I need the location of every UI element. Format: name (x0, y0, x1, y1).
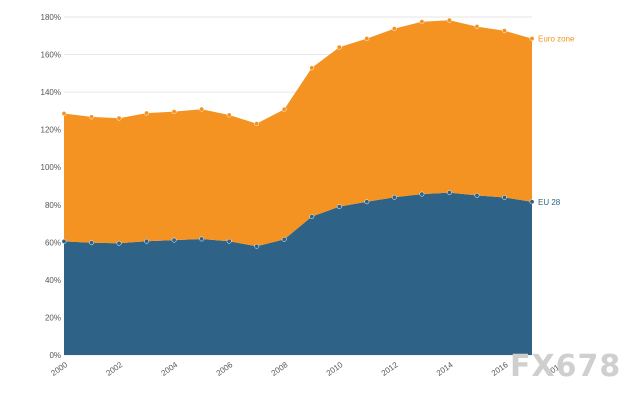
y-tick-label: 100% (41, 163, 61, 172)
series-label: Euro zone (538, 35, 575, 44)
data-point (529, 199, 535, 205)
y-tick-label: 180% (41, 13, 61, 22)
data-point (364, 199, 370, 205)
data-point (199, 106, 205, 112)
data-point (364, 36, 370, 42)
data-point (61, 111, 67, 116)
data-point (309, 65, 315, 71)
data-point (281, 236, 287, 242)
data-point (144, 110, 150, 116)
x-tick-label: 2016 (490, 360, 510, 378)
series-label: EU 28 (538, 198, 561, 207)
data-point (474, 192, 480, 198)
data-point (116, 115, 122, 121)
data-point (502, 28, 507, 34)
series-labels: EU 28 Euro zone (538, 35, 575, 207)
data-point (419, 191, 425, 197)
x-tick-label: 2008 (270, 360, 290, 378)
data-point (226, 112, 232, 118)
y-axis: 0% 20% 40% 60% 80% 100% 120% 140% 160% 180% (41, 13, 61, 360)
data-point (254, 121, 260, 127)
x-tick-label: 2006 (215, 360, 235, 378)
data-point (391, 26, 397, 32)
data-point (391, 194, 397, 200)
data-point (254, 243, 260, 249)
data-point (336, 44, 342, 50)
data-point (116, 240, 122, 246)
x-tick-label: 2000 (49, 360, 69, 378)
data-point (446, 190, 452, 196)
y-tick-label: 20% (45, 313, 61, 322)
series-areas (64, 20, 532, 355)
data-point (89, 240, 94, 246)
data-point (336, 204, 342, 210)
data-point (89, 114, 94, 120)
x-tick-label: 2010 (325, 360, 345, 378)
data-point (474, 24, 480, 30)
data-point (171, 237, 177, 243)
data-point (199, 236, 205, 242)
y-tick-label: 60% (45, 238, 61, 247)
x-axis: 2000 2002 2004 2006 2008 2010 2012 2014 2016 2018 (49, 360, 565, 378)
watermark: FX678 (510, 349, 621, 384)
y-tick-label: 140% (41, 88, 61, 97)
data-point (226, 238, 232, 244)
x-tick-label: 2014 (435, 360, 455, 378)
data-point (446, 17, 452, 23)
area-eu-28 (64, 192, 532, 355)
y-tick-label: 0% (49, 351, 61, 360)
x-tick-label: 2012 (380, 360, 400, 378)
x-tick-label: 2002 (104, 360, 124, 378)
data-point (529, 36, 535, 42)
data-point (171, 109, 177, 115)
data-point (309, 214, 315, 220)
y-tick-label: 160% (41, 51, 61, 60)
series-points (61, 17, 535, 249)
y-tick-label: 80% (45, 201, 61, 210)
area-euro-zone (64, 20, 532, 247)
data-point (144, 238, 150, 244)
data-point (61, 238, 67, 244)
data-point (502, 195, 507, 200)
data-point (281, 106, 287, 112)
data-point (419, 19, 425, 25)
y-tick-label: 120% (41, 126, 61, 135)
y-tick-label: 40% (45, 276, 61, 285)
x-tick-label: 2004 (160, 360, 180, 378)
